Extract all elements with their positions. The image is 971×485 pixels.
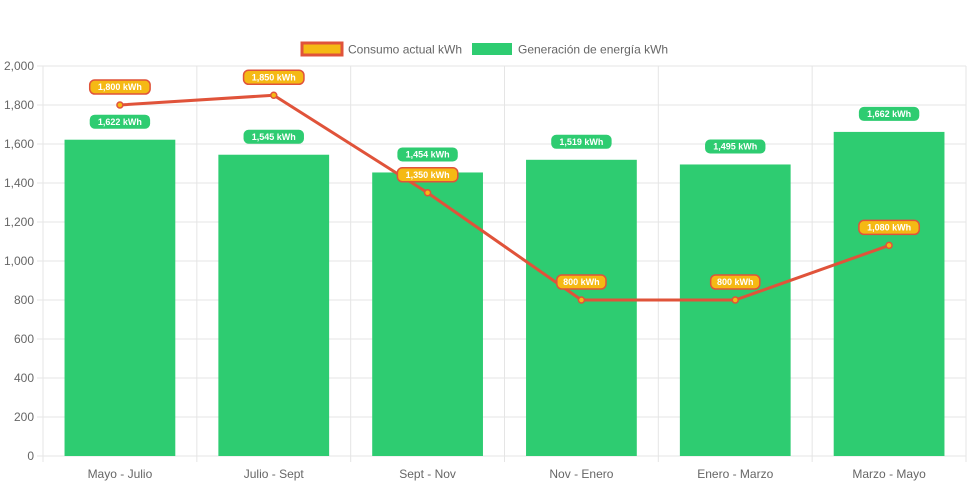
x-tick-label: Sept - Nov: [399, 467, 456, 481]
legend-label-consumo: Consumo actual kWh: [348, 43, 462, 57]
y-tick-label: 800: [14, 293, 34, 307]
line-data-label: 800 kWh: [717, 277, 754, 287]
line-point[interactable]: [731, 296, 739, 304]
legend-item-generacion[interactable]: Generación de energía kWh: [472, 43, 668, 57]
bar[interactable]: [526, 159, 637, 457]
bar[interactable]: [372, 172, 483, 456]
line-data-label: 1,350 kWh: [406, 170, 450, 180]
bar-data-label-bg: [705, 139, 766, 154]
line-point[interactable]: [885, 241, 893, 250]
x-tick-label: Nov - Enero: [549, 467, 613, 481]
line-data-label: 1,800 kWh: [98, 82, 142, 92]
line-data-label-bg: [709, 274, 761, 290]
bar-data-label: 1,495 kWh: [713, 142, 757, 152]
grid: [37, 65, 967, 462]
legend-label-generacion: Generación de energía kWh: [518, 43, 668, 57]
bars: [64, 131, 945, 457]
bar-data-label: 1,622 kWh: [98, 117, 142, 127]
line-data-label-bg: [858, 219, 921, 236]
y-tick-label: 1,600: [4, 137, 34, 151]
bar-data-label: 1,545 kWh: [252, 132, 296, 142]
y-tick-label: 1,000: [4, 254, 34, 268]
x-tick-label: Enero - Marzo: [697, 467, 773, 481]
bar-data-label-bg: [243, 129, 304, 144]
legend[interactable]: Consumo actual kWh Generación de energía…: [300, 41, 668, 57]
line-data-label: 1,080 kWh: [867, 223, 911, 233]
bar[interactable]: [64, 139, 176, 456]
y-tick-label: 200: [14, 410, 34, 424]
data-labels: 1,622 kWh 1,545 kWh 1,454 kWh 1,519 kWh 1,49…: [88, 69, 921, 290]
line-point[interactable]: [116, 101, 124, 109]
line-data-label: 800 kWh: [563, 277, 600, 287]
bar-data-label-bg: [397, 147, 458, 162]
bar[interactable]: [833, 131, 945, 456]
y-tick-label: 0: [27, 449, 34, 463]
line-data-label-bg: [242, 69, 305, 85]
line-data-label-bg: [396, 167, 459, 183]
axes: 0 200 400 600 800 1,000 1,200 1,400 1,600 1,800 2,…: [4, 59, 926, 481]
y-tick-label: 600: [14, 332, 34, 346]
line-point[interactable]: [577, 296, 586, 304]
line-point[interactable]: [270, 91, 278, 99]
x-tick-label: Marzo - Mayo: [852, 467, 926, 481]
line-data-label-bg: [88, 79, 151, 95]
legend-swatch-consumo: [300, 41, 344, 57]
y-tick-label: 1,200: [4, 215, 34, 229]
bar[interactable]: [679, 164, 791, 456]
bar-data-label-bg: [858, 106, 920, 121]
x-tick-label: Julio - Sept: [244, 467, 305, 481]
line-path: [119, 93, 890, 302]
line-data-label-bg: [556, 274, 607, 290]
bar-data-label-bg: [89, 114, 151, 129]
line-series: [116, 91, 893, 304]
legend-item-consumo[interactable]: Consumo actual kWh: [300, 41, 462, 57]
x-tick-label: Mayo - Julio: [88, 467, 153, 481]
bar-data-label: 1,662 kWh: [867, 109, 911, 119]
line-data-label: 1,850 kWh: [252, 72, 296, 82]
legend-swatch-generacion: [472, 43, 512, 55]
bar[interactable]: [218, 154, 330, 456]
bar-data-label-bg: [551, 134, 612, 149]
line-point[interactable]: [423, 189, 432, 197]
bar-data-label: 1,519 kWh: [559, 137, 603, 147]
y-tick-label: 400: [14, 371, 34, 385]
y-tick-label: 1,400: [4, 176, 34, 190]
y-tick-label: 2,000: [4, 59, 34, 73]
bar-data-label: 1,454 kWh: [406, 150, 450, 160]
y-tick-label: 1,800: [4, 98, 34, 112]
